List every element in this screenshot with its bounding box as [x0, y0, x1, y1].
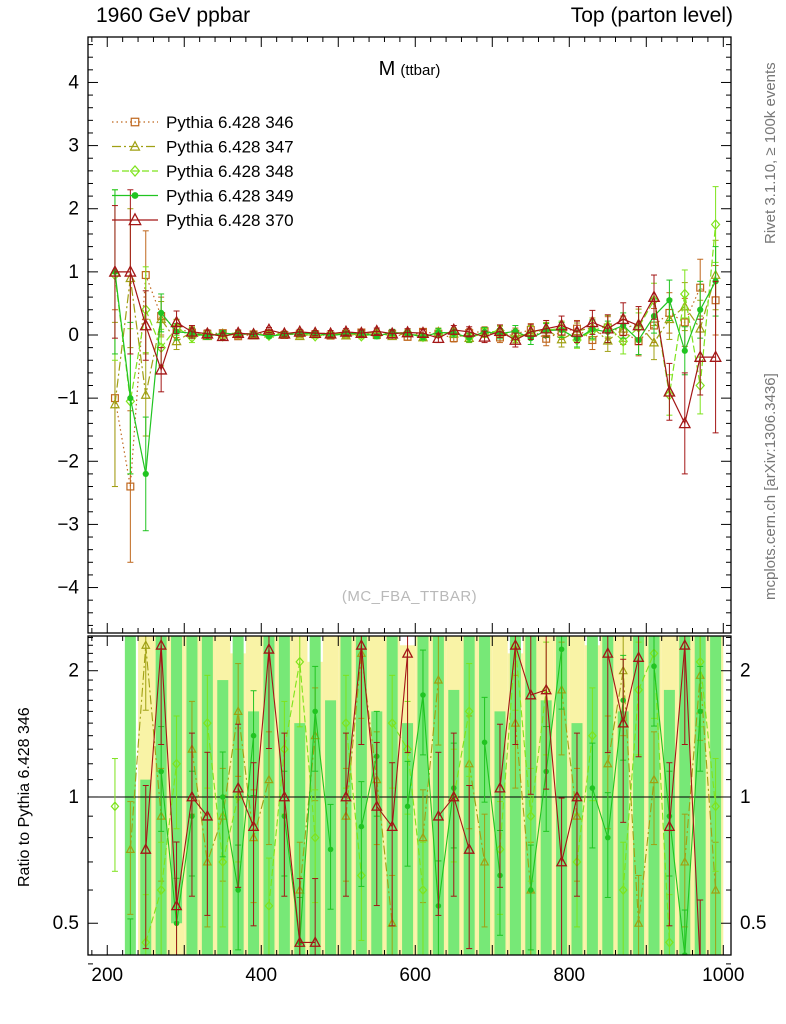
observable-title-main: M [378, 58, 396, 80]
svg-text:0.5: 0.5 [53, 913, 79, 934]
svg-text:2: 2 [740, 661, 751, 682]
main-series-6428349 [111, 189, 719, 532]
svg-text:−2: −2 [57, 451, 79, 472]
legend: Pythia 6.428 346 Pythia 6.428 347 Pythia 6… [112, 113, 294, 230]
svg-text:−1: −1 [57, 388, 79, 409]
legend-label: Pythia 6.428 370 [166, 211, 294, 230]
ratio-panel-frame [87, 635, 732, 956]
svg-text:200: 200 [91, 965, 123, 986]
svg-text:−4: −4 [57, 578, 79, 599]
svg-text:−3: −3 [57, 514, 79, 535]
header-analysis-group: Top (parton level) [570, 4, 733, 27]
svg-text:400: 400 [245, 965, 277, 986]
analysis-id-watermark: (MC_FBA_TTBAR) [341, 588, 478, 605]
mcplots-arxiv-label: mcplots.cern.ch [arXiv:1306.3436] [762, 373, 779, 600]
main-panel-frame [87, 36, 732, 634]
observable-title-sub: (ttbar) [400, 62, 441, 79]
svg-text:4: 4 [68, 72, 79, 93]
svg-text:600: 600 [399, 965, 431, 986]
svg-text:2: 2 [68, 199, 79, 220]
observable-title: M (ttbar) [88, 58, 731, 81]
svg-text:1000: 1000 [702, 965, 744, 986]
svg-text:800: 800 [553, 965, 585, 986]
main-series-6428346 [110, 230, 720, 563]
svg-text:2: 2 [68, 661, 79, 682]
rivet-version-label: Rivet 3.1.10, ≥ 100k events [762, 62, 779, 244]
ratio-axis-label: Ratio to Pythia 6.428 346 [16, 707, 33, 887]
legend-label: Pythia 6.428 347 [166, 138, 294, 157]
main-series-6428370 [108, 189, 722, 475]
legend-label: Pythia 6.428 346 [166, 113, 294, 132]
legend-label: Pythia 6.428 349 [166, 187, 294, 206]
header-beam-energy: 1960 GeV ppbar [96, 4, 251, 27]
svg-text:1: 1 [68, 262, 79, 283]
svg-text:1: 1 [740, 787, 751, 808]
svg-text:0.5: 0.5 [740, 913, 766, 934]
svg-text:1: 1 [68, 787, 79, 808]
axis-tick-labels: −4 −3 −2 −1 0 1 2 3 4 0.5 0.5 1 1 2 2 200 400 600 800 1000 [53, 72, 767, 986]
svg-text:3: 3 [68, 136, 79, 157]
main-series-6428347 [109, 208, 721, 488]
axis-ticks [88, 37, 731, 965]
legend-label: Pythia 6.428 348 [166, 162, 294, 181]
ratio-series-6428370 [139, 636, 704, 955]
ratio-bands [124, 636, 724, 955]
svg-text:0: 0 [68, 325, 79, 346]
